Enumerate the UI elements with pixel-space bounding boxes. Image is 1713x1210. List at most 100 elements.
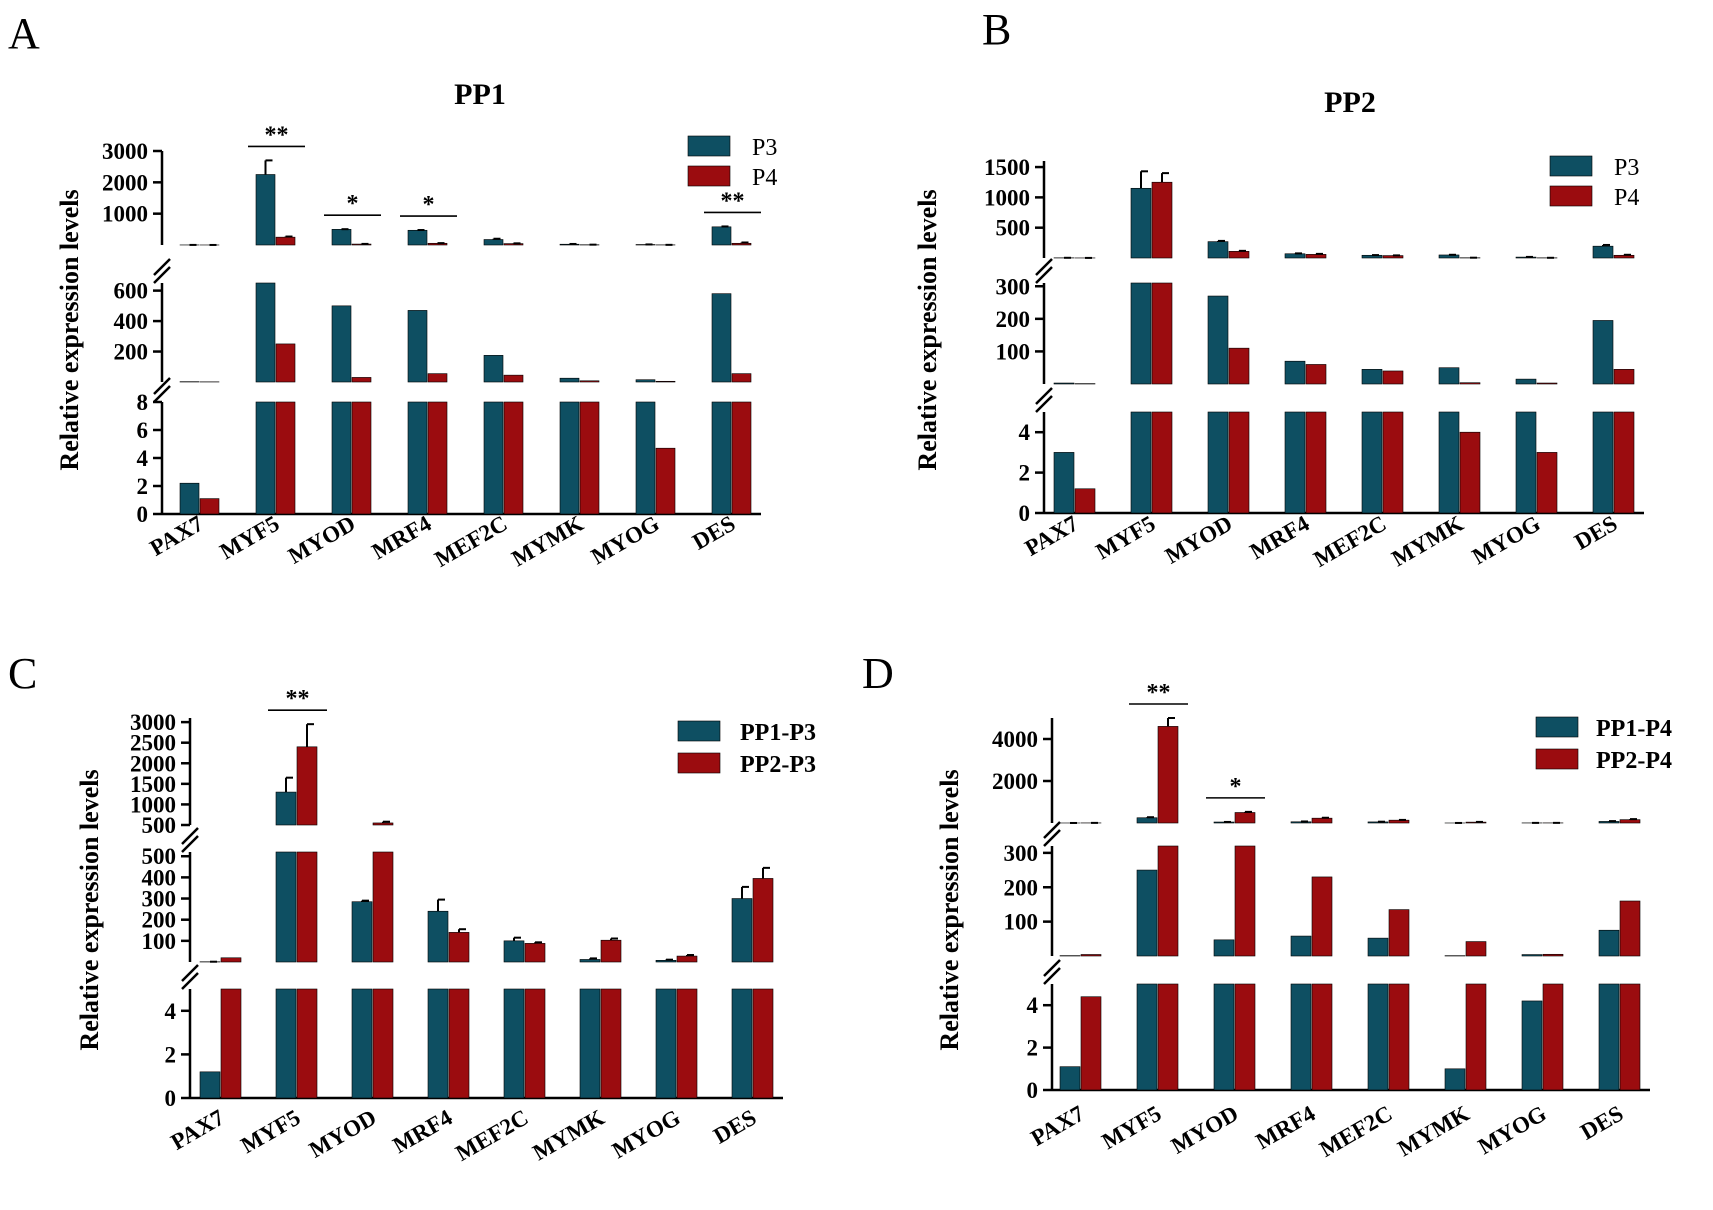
bar-a-myod-p3 [331,305,352,383]
bar-a-mef2c-p4 [503,374,524,383]
bar-c-myod-pp2-p3 [372,988,394,1099]
significance-marker-c: ** [286,686,310,712]
y-tick-label-b: 1000 [984,185,1030,210]
y-tick-label-a: 200 [114,340,149,365]
y-tick-label-b: 100 [996,339,1031,364]
x-tick-label-a: MYOD [284,511,360,569]
bar-c-mymk-pp2-p3 [600,939,622,963]
bar-b-des-p3 [1592,245,1614,259]
chart-title-a: PP1 [454,78,506,111]
legend-swatch-a-p4 [687,165,731,187]
x-tick-label-a: MYMK [508,511,588,572]
axis-break-mark-c [181,835,199,853]
panel-c-letter: C [8,649,37,698]
y-tick-label-a: 0 [137,502,149,527]
axis-break-mark-a [153,258,171,276]
y-tick-label-b: 500 [996,216,1031,241]
bar-b-mrf4-p4 [1305,254,1327,259]
bar-b-mef2c-p4 [1382,370,1404,385]
bar-b-myog-p4 [1536,452,1558,514]
bar-a-myog-p4 [655,380,676,383]
bar-d-myog-pp2-p4 [1542,953,1564,957]
bar-a-des-p3 [711,401,732,515]
y-tick-label-c: 300 [142,887,177,912]
legend-swatch-d-pp2-p4 [1535,748,1579,770]
bar-d-pax7-pp2-p4 [1080,954,1102,957]
axis-break-mark-c [181,964,199,982]
bar-d-myog-pp1-p4 [1521,954,1543,957]
bar-d-des-pp1-p4 [1598,929,1620,957]
axis-break-mark-c [181,827,199,845]
bar-d-des-pp2-p4 [1619,900,1641,957]
bar-b-pax7-p4 [1074,488,1096,514]
bar-d-pax7-pp2-p4 [1080,996,1102,1091]
x-tick-label-c: MYMK [529,1105,609,1166]
y-axis-label-a: Relative expression levels [55,189,84,470]
y-tick-label-c: 500 [142,844,177,869]
legend-swatch-a-p3 [687,135,731,157]
panel-c-chart: Relative expression levels 0 2 4 10020030040… [75,686,816,1166]
bar-d-des-pp2-p4 [1619,819,1641,824]
bar-c-mrf4-pp1-p3 [427,988,449,1099]
y-tick-label-b: 1500 [984,155,1030,180]
x-tick-label-c: MRF4 [389,1104,457,1158]
bar-d-mymk-pp2-p4 [1465,983,1487,1091]
bar-c-myog-pp1-p3 [655,988,677,1099]
x-tick-label-b: MYOG [1468,511,1545,570]
bar-d-mef2c-pp2-p4 [1388,909,1410,957]
bar-a-pax7-p4 [199,498,220,515]
bar-d-mrf4-pp2-p4 [1311,817,1333,824]
bar-c-myog-pp2-p3 [676,955,698,963]
axis-break-mark-c [181,972,199,990]
bar-b-mymk-p3 [1438,411,1460,514]
bar-a-des-p3 [711,293,732,383]
bar-a-mrf4-p3 [407,401,428,515]
y-tick-label-a: 2000 [102,170,148,195]
axis-break-mark-a [153,266,171,284]
y-tick-label-a: 8 [137,390,149,415]
axis-break-mark-b [1035,395,1053,413]
bar-b-myf5-p3 [1130,411,1152,514]
bar-b-mrf4-p3 [1284,411,1306,514]
bar-b-des-p4 [1613,369,1635,385]
y-tick-label-d: 100 [1004,910,1039,935]
y-tick-label-a: 600 [114,279,149,304]
bar-a-mef2c-p4 [503,401,524,515]
significance-marker-a: * [347,191,359,217]
y-tick-label-c: 2500 [130,731,176,756]
bar-c-myod-pp2-p3 [372,822,394,826]
legend-label-b-p4: P4 [1614,185,1639,211]
bar-d-myf5-pp2-p4 [1157,983,1179,1091]
y-tick-label-c: 400 [142,865,177,890]
x-tick-label-d: DES [1576,1101,1627,1145]
bar-b-myf5-p3 [1130,282,1152,385]
y-axis-label-b: Relative expression levels [913,189,942,470]
bar-b-mymk-p3 [1438,367,1460,385]
legend-swatch-c-pp1-p3 [677,720,721,742]
bar-d-myog-pp1-p4 [1521,1000,1543,1091]
bar-b-myog-p3 [1515,411,1537,514]
y-tick-label-c: 2 [165,1042,177,1067]
bar-a-mymk-p4 [579,401,600,515]
legend-label-b-p3: P3 [1614,155,1639,181]
bar-d-des-pp1-p4 [1598,983,1620,1091]
bar-a-myf5-p4 [275,401,296,515]
bar-d-myod-pp2-p4 [1234,812,1256,824]
legend-label-a-p3: P3 [752,135,777,161]
bar-d-myf5-pp2-p4 [1157,845,1179,957]
bar-a-des-p3 [711,226,732,246]
x-tick-label-a: MYF5 [216,511,284,565]
y-tick-label-c: 0 [165,1086,177,1111]
bar-c-myod-pp1-p3 [351,988,373,1099]
bar-c-des-pp1-p3 [731,988,753,1099]
bar-b-mef2c-p3 [1361,411,1383,514]
y-tick-label-b: 300 [996,274,1031,299]
y-tick-label-c: 500 [142,813,177,838]
y-tick-label-c: 2000 [130,751,176,776]
bar-c-mef2c-pp2-p3 [524,943,546,963]
x-tick-label-d: MYMK [1394,1101,1474,1162]
x-tick-label-d: MRF4 [1252,1100,1320,1154]
axis-break-mark-b [1035,387,1053,405]
x-tick-label-a: MYOG [587,511,664,570]
